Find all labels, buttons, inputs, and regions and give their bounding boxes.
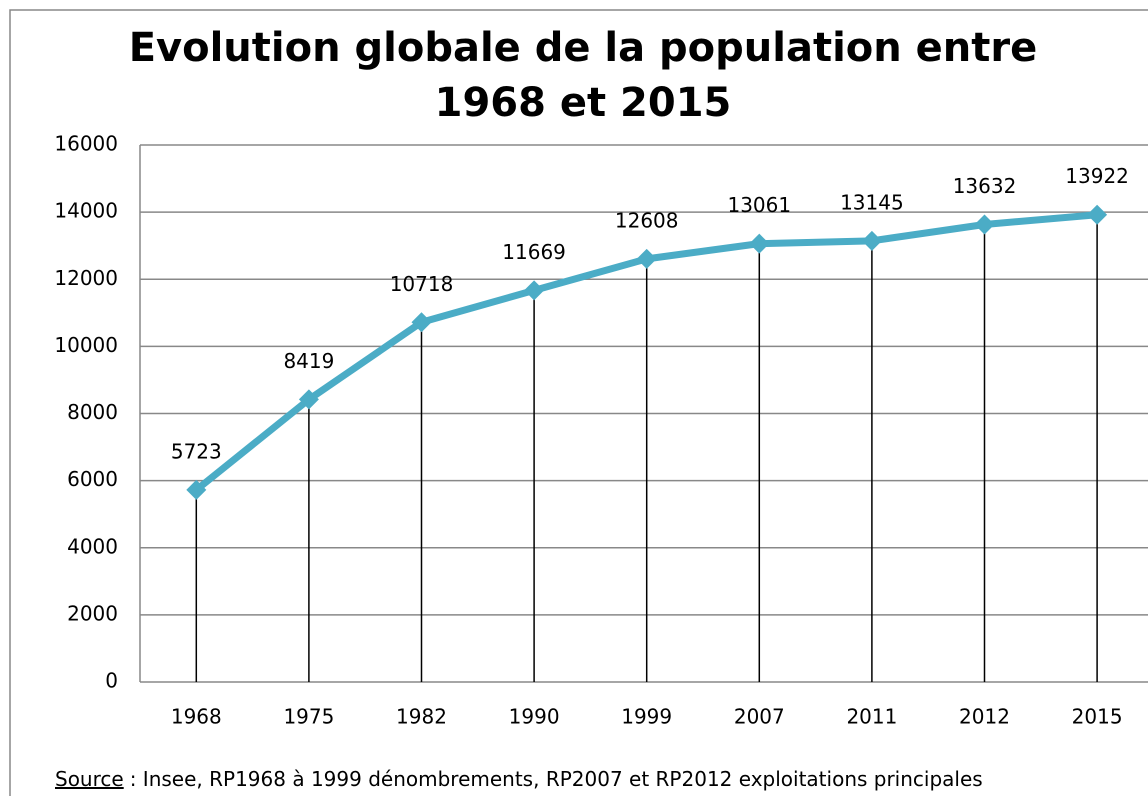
y-tick-label: 0 bbox=[105, 669, 118, 693]
x-tick-label: 1975 bbox=[283, 705, 334, 729]
marker bbox=[411, 312, 432, 333]
chart-title: 1968 et 2015 bbox=[435, 80, 732, 126]
chart-title: Evolution globale de la population entre bbox=[129, 25, 1038, 71]
source-label: Source bbox=[55, 767, 124, 791]
x-tick-label: 1968 bbox=[171, 705, 222, 729]
x-tick-label: 1982 bbox=[396, 705, 447, 729]
x-tick-label: 2011 bbox=[846, 705, 897, 729]
data-label: 13061 bbox=[727, 193, 791, 217]
y-tick-label: 8000 bbox=[67, 400, 118, 424]
marker bbox=[974, 214, 995, 235]
data-label: 13922 bbox=[1065, 164, 1129, 188]
data-label: 13632 bbox=[953, 174, 1017, 198]
y-tick-label: 10000 bbox=[54, 333, 118, 357]
x-tick-label: 1990 bbox=[509, 705, 560, 729]
y-tick-label: 14000 bbox=[54, 199, 118, 223]
marker bbox=[524, 280, 545, 301]
x-tick-label: 1999 bbox=[621, 705, 672, 729]
data-label: 8419 bbox=[283, 349, 334, 373]
data-label: 13145 bbox=[840, 190, 904, 214]
y-tick-label: 4000 bbox=[67, 534, 118, 558]
marker bbox=[186, 479, 207, 500]
marker bbox=[861, 230, 882, 251]
marker bbox=[1087, 204, 1108, 225]
data-label: 10718 bbox=[390, 272, 454, 296]
chart-border bbox=[9, 9, 1148, 796]
y-tick-label: 12000 bbox=[54, 266, 118, 290]
marker bbox=[636, 248, 657, 269]
data-label: 5723 bbox=[171, 439, 222, 463]
x-tick-label: 2015 bbox=[1072, 705, 1123, 729]
data-label: 11669 bbox=[502, 240, 566, 264]
source-text: : Insee, RP1968 à 1999 dénombrements, RP… bbox=[130, 767, 983, 791]
x-tick-label: 2007 bbox=[734, 705, 785, 729]
data-label: 12608 bbox=[615, 208, 679, 232]
marker bbox=[298, 389, 319, 410]
y-tick-label: 6000 bbox=[67, 467, 118, 491]
x-tick-label: 2012 bbox=[959, 705, 1010, 729]
y-tick-label: 16000 bbox=[54, 132, 118, 156]
source-note: Source: Insee, RP1968 à 1999 dénombremen… bbox=[55, 767, 983, 791]
y-tick-label: 2000 bbox=[67, 601, 118, 625]
marker bbox=[749, 233, 770, 254]
